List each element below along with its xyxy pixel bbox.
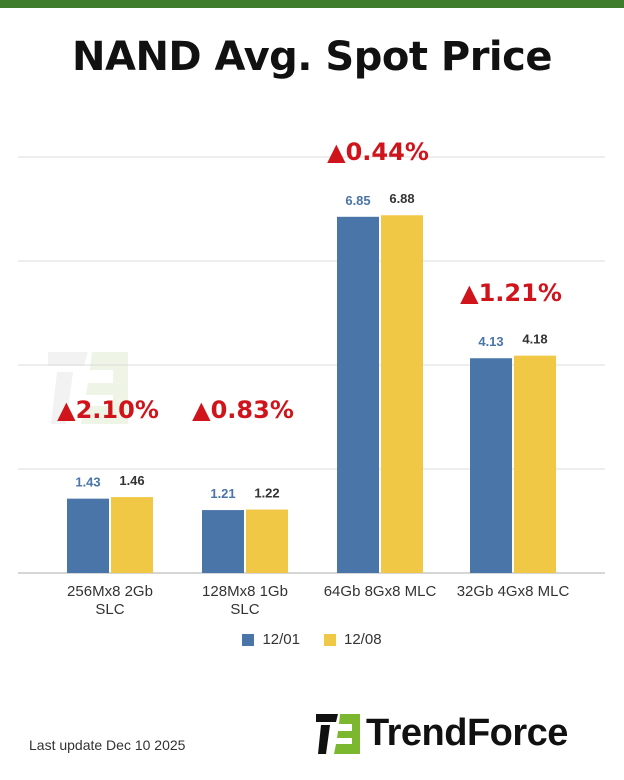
top-accent-bar xyxy=(0,0,624,8)
bar-1-3 xyxy=(337,216,379,574)
trendforce-logo-icon xyxy=(316,713,360,754)
data-label: 1.46 xyxy=(119,473,144,488)
data-label: 6.88 xyxy=(389,191,414,206)
bar-2-1 xyxy=(111,497,153,573)
data-label: 6.85 xyxy=(345,193,370,208)
x-tick-label: SLC xyxy=(230,601,259,618)
change-annotation: ▲0.44% xyxy=(327,138,429,166)
x-tick-label: 128Mx8 1Gb xyxy=(202,583,288,600)
trendforce-logo-text: TrendForce xyxy=(366,712,568,754)
legend-item-series1: 12/01 xyxy=(242,631,300,648)
trendforce-logo: TrendForce xyxy=(316,712,568,755)
bar-2-3 xyxy=(381,215,423,574)
chart-title: NAND Avg. Spot Price xyxy=(72,34,552,80)
legend-swatch-series2 xyxy=(324,633,336,646)
legend: 12/01 12/08 xyxy=(0,631,624,648)
legend-swatch-series1 xyxy=(242,633,255,646)
bar-1-1 xyxy=(67,498,109,573)
change-annotation: ▲2.10% xyxy=(57,396,159,424)
change-annotation: ▲0.83% xyxy=(192,396,294,424)
bar-1-2 xyxy=(202,510,244,573)
data-label: 1.21 xyxy=(210,486,235,501)
data-label: 1.22 xyxy=(254,486,279,501)
x-tick-label: 32Gb 4Gx8 MLC xyxy=(457,583,570,600)
bar-2-4 xyxy=(514,355,556,573)
watermark-logo xyxy=(48,352,128,424)
bar-1-4 xyxy=(470,358,512,573)
data-label: 4.13 xyxy=(478,334,503,349)
watermark-shape xyxy=(48,352,88,366)
legend-label-series2: 12/08 xyxy=(344,631,382,648)
watermark-shape xyxy=(51,372,73,424)
data-label: 4.18 xyxy=(522,332,547,347)
x-tick-label: SLC xyxy=(95,601,124,618)
data-label: 1.43 xyxy=(75,475,100,490)
legend-item-series2: 12/08 xyxy=(324,631,382,648)
bar-2-2 xyxy=(246,509,288,573)
last-update-text: Last update Dec 10 2025 xyxy=(29,737,186,753)
legend-label-series1: 12/01 xyxy=(262,631,300,648)
change-annotation: ▲1.21% xyxy=(460,279,562,307)
watermark-shape xyxy=(81,352,128,424)
x-tick-label: 256Mx8 2Gb xyxy=(67,583,153,600)
x-tick-label: 64Gb 8Gx8 MLC xyxy=(324,583,437,600)
